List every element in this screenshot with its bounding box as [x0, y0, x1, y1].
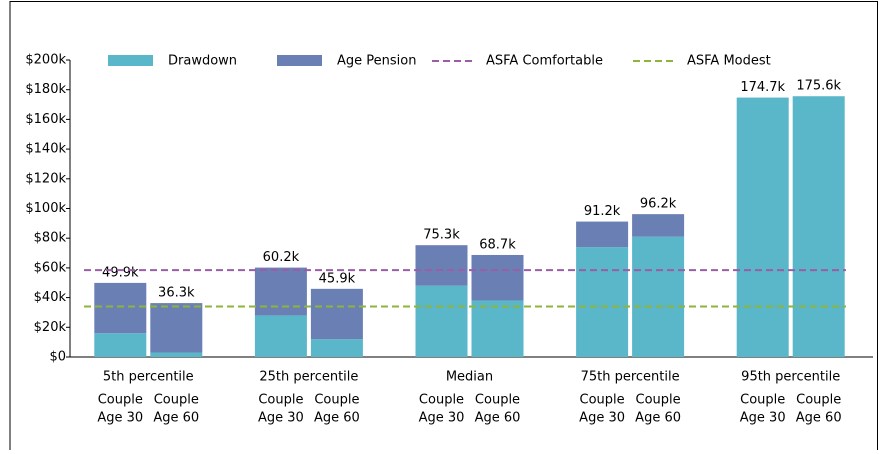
total-label: 36.3k — [158, 286, 195, 301]
bar-segment — [736, 97, 789, 358]
bar-segment — [254, 267, 307, 316]
bar-segment — [310, 288, 363, 340]
bar-segment — [94, 282, 147, 334]
y-tick-label: $180k — [25, 82, 66, 97]
y-tick-label: $140k — [25, 142, 66, 157]
x-tick-label: Age 60 — [635, 411, 681, 426]
x-tick-label: Couple — [740, 393, 785, 408]
x-tick-label: Age 60 — [796, 411, 842, 426]
x-tick-label: Age 30 — [97, 411, 143, 426]
bar-segment — [415, 245, 468, 286]
bar-segment — [471, 254, 524, 301]
x-tick-label: Couple — [636, 393, 681, 408]
bar-segment — [576, 247, 629, 357]
bar-segment — [632, 214, 685, 237]
y-tick-label: $120k — [25, 171, 66, 186]
x-tick-label: Couple — [796, 393, 841, 408]
x-tick-label: Age 60 — [314, 411, 360, 426]
legend-label: ASFA Modest — [687, 54, 771, 69]
y-tick-label: $100k — [25, 201, 66, 216]
x-tick-label: Couple — [475, 393, 520, 408]
group-label: 95th percentile — [741, 370, 840, 385]
group-label: 5th percentile — [103, 370, 194, 385]
legend-label: Age Pension — [337, 54, 416, 69]
bar-segment — [792, 96, 845, 357]
total-label: 45.9k — [319, 271, 356, 286]
total-label: 96.2k — [640, 197, 677, 212]
y-tick-label: $0 — [49, 350, 66, 365]
x-tick-label: Age 60 — [153, 411, 199, 426]
legend-label: ASFA Comfortable — [486, 54, 603, 69]
bar-segment — [150, 352, 203, 357]
group-label: Median — [446, 370, 493, 385]
y-tick-label: $20k — [34, 320, 67, 335]
y-tick-label: $60k — [34, 260, 67, 275]
x-tick-label: Couple — [154, 393, 199, 408]
x-tick-label: Age 30 — [579, 411, 625, 426]
group-label: 75th percentile — [581, 370, 680, 385]
bar-segment — [576, 221, 629, 248]
frame — [9, 1, 878, 450]
total-label: 174.7k — [740, 80, 785, 95]
total-label: 60.2k — [263, 250, 300, 265]
x-tick-label: Age 30 — [258, 411, 304, 426]
x-tick-label: Couple — [98, 393, 143, 408]
y-tick-label: $160k — [25, 112, 66, 127]
x-tick-label: Couple — [580, 393, 625, 408]
total-label: 91.2k — [584, 204, 621, 219]
y-tick-label: $40k — [34, 290, 67, 305]
x-tick-label: Age 30 — [419, 411, 465, 426]
x-tick-label: Couple — [419, 393, 464, 408]
group-label: 25th percentile — [259, 370, 358, 385]
x-tick-label: Couple — [258, 393, 303, 408]
x-tick-label: Couple — [314, 393, 359, 408]
total-label: 68.7k — [479, 237, 516, 252]
legend-swatch — [277, 55, 322, 66]
bar-segment — [415, 285, 468, 357]
bar-segment — [471, 300, 524, 357]
total-label: 175.6k — [796, 79, 841, 94]
bar-segment — [310, 339, 363, 357]
bar-segment — [94, 333, 147, 357]
bar-segment — [632, 236, 685, 357]
x-tick-label: Age 30 — [740, 411, 786, 426]
bar-segment — [150, 303, 203, 353]
x-tick-label: Age 60 — [475, 411, 521, 426]
total-label: 75.3k — [423, 228, 460, 243]
legend-swatch — [108, 55, 153, 66]
y-tick-label: $80k — [34, 231, 67, 246]
bar-segment — [254, 315, 307, 357]
total-label: 49.9k — [102, 265, 139, 280]
legend-label: Drawdown — [168, 54, 237, 69]
y-tick-label: $200k — [25, 53, 66, 68]
